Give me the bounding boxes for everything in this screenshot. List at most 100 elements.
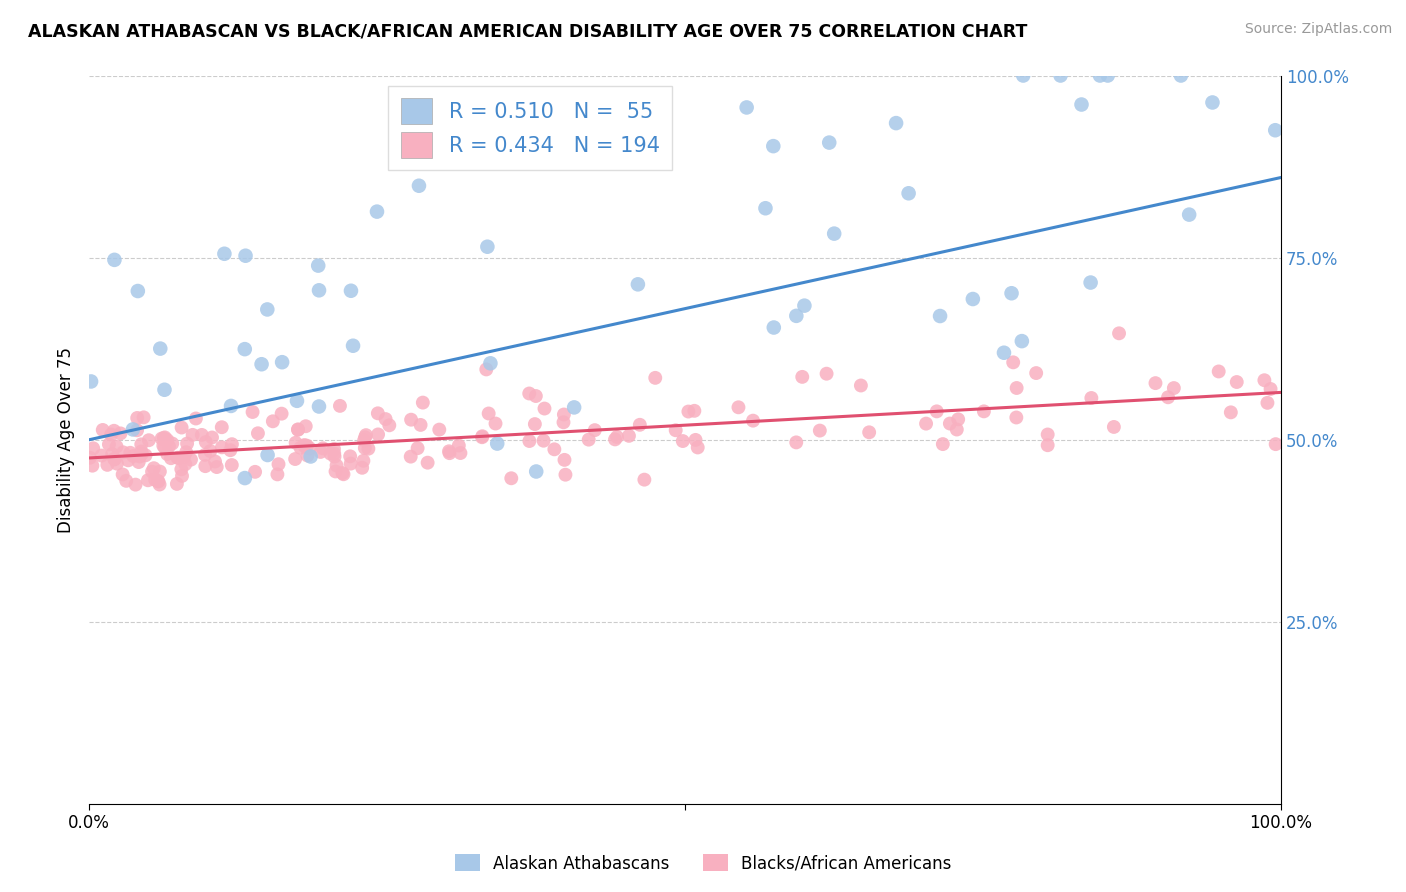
- Point: [477, 240, 499, 254]
- Point: [166, 476, 188, 491]
- Point: [181, 428, 204, 442]
- Point: [1170, 69, 1192, 83]
- Point: [152, 431, 174, 445]
- Point: [233, 471, 256, 485]
- Point: [149, 342, 172, 356]
- Point: [1000, 286, 1022, 301]
- Point: [180, 452, 202, 467]
- Point: [82, 458, 104, 473]
- Point: [120, 446, 142, 460]
- Point: [399, 450, 422, 464]
- Point: [553, 415, 575, 429]
- Point: [143, 473, 166, 487]
- Point: [762, 139, 785, 153]
- Point: [686, 441, 709, 455]
- Legend: R = 0.510   N =  55, R = 0.434   N = 194: R = 0.510 N = 55, R = 0.434 N = 194: [388, 86, 672, 170]
- Point: [325, 465, 347, 479]
- Point: [122, 422, 145, 436]
- Point: [103, 451, 125, 466]
- Point: [91, 423, 114, 437]
- Point: [1011, 334, 1033, 348]
- Point: [627, 277, 650, 292]
- Point: [808, 424, 831, 438]
- Point: [332, 466, 354, 480]
- Point: [1144, 376, 1167, 391]
- Point: [849, 378, 872, 392]
- Point: [285, 393, 308, 408]
- Point: [858, 425, 880, 440]
- Point: [96, 458, 118, 472]
- Point: [562, 401, 585, 415]
- Point: [211, 420, 233, 434]
- Point: [246, 426, 269, 441]
- Point: [352, 454, 374, 468]
- Point: [294, 438, 316, 452]
- Point: [471, 430, 494, 444]
- Point: [339, 450, 361, 464]
- Point: [1208, 364, 1230, 378]
- Point: [204, 454, 226, 468]
- Point: [357, 442, 380, 456]
- Point: [110, 426, 132, 441]
- Text: ALASKAN ATHABASCAN VS BLACK/AFRICAN AMERICAN DISABILITY AGE OVER 75 CORRELATION : ALASKAN ATHABASCAN VS BLACK/AFRICAN AMER…: [28, 22, 1028, 40]
- Point: [915, 417, 938, 431]
- Point: [946, 412, 969, 426]
- Point: [416, 456, 439, 470]
- Point: [329, 399, 352, 413]
- Point: [103, 252, 125, 267]
- Point: [148, 475, 170, 489]
- Y-axis label: Disability Age Over 75: Disability Age Over 75: [58, 347, 75, 533]
- Point: [323, 450, 346, 464]
- Point: [160, 451, 183, 466]
- Text: Source: ZipAtlas.com: Source: ZipAtlas.com: [1244, 22, 1392, 37]
- Point: [97, 437, 120, 451]
- Point: [243, 465, 266, 479]
- Point: [312, 442, 335, 456]
- Point: [447, 438, 470, 452]
- Point: [295, 439, 318, 453]
- Point: [665, 423, 688, 437]
- Point: [307, 259, 329, 273]
- Point: [449, 446, 471, 460]
- Point: [170, 462, 193, 476]
- Point: [925, 404, 948, 418]
- Point: [973, 404, 995, 418]
- Point: [194, 459, 217, 474]
- Point: [1036, 438, 1059, 452]
- Point: [408, 178, 430, 193]
- Point: [354, 428, 377, 442]
- Point: [319, 447, 342, 461]
- Point: [138, 434, 160, 448]
- Point: [554, 467, 576, 482]
- Point: [367, 427, 389, 442]
- Point: [176, 436, 198, 450]
- Point: [297, 449, 319, 463]
- Point: [683, 404, 706, 418]
- Point: [270, 407, 292, 421]
- Point: [366, 204, 388, 219]
- Point: [148, 477, 170, 491]
- Point: [1097, 69, 1119, 83]
- Point: [1080, 391, 1102, 405]
- Point: [583, 423, 606, 437]
- Point: [256, 448, 278, 462]
- Point: [1178, 208, 1201, 222]
- Point: [1201, 95, 1223, 110]
- Point: [100, 427, 122, 442]
- Point: [340, 284, 363, 298]
- Point: [353, 441, 375, 455]
- Point: [932, 437, 955, 451]
- Point: [929, 309, 952, 323]
- Point: [292, 439, 315, 453]
- Point: [633, 473, 655, 487]
- Point: [298, 441, 321, 455]
- Point: [354, 430, 377, 444]
- Point: [427, 423, 450, 437]
- Point: [478, 407, 501, 421]
- Point: [233, 342, 256, 356]
- Point: [174, 457, 197, 471]
- Point: [141, 465, 163, 479]
- Point: [617, 429, 640, 443]
- Point: [352, 460, 374, 475]
- Point: [735, 100, 758, 114]
